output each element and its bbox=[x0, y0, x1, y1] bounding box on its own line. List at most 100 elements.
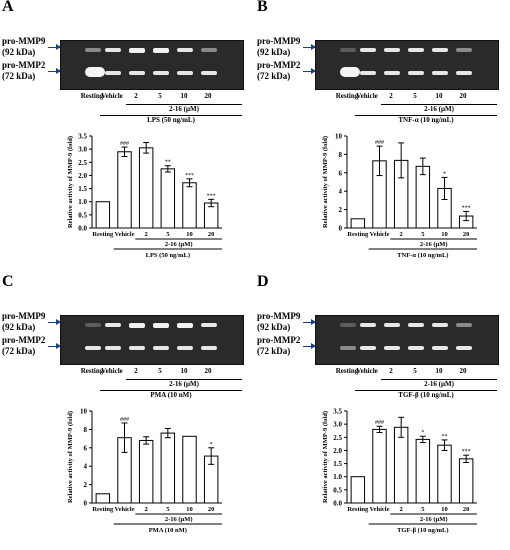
mmp2-band bbox=[85, 67, 105, 77]
stimulus-label: TNF-α (10 ng/mL) bbox=[398, 116, 454, 124]
mmp2-band bbox=[153, 71, 169, 75]
x-tick-label: 2 bbox=[145, 231, 148, 238]
panel-letter: A bbox=[2, 0, 14, 15]
lane-labels: Resting Vehicle 2 5 10 20 bbox=[60, 367, 242, 378]
mmp9-name: pro-MMP9 bbox=[257, 311, 301, 321]
mmp9-band bbox=[360, 48, 376, 52]
bar bbox=[138, 439, 154, 504]
y-tick-label: 1.5 bbox=[78, 185, 87, 193]
y-tick-label: 10 bbox=[335, 133, 343, 141]
panel-letter: B bbox=[257, 0, 268, 15]
mmp9-name: pro-MMP9 bbox=[2, 311, 46, 321]
zymography-gel bbox=[60, 315, 244, 365]
lane-labels: Resting Vehicle 2 5 10 20 bbox=[315, 92, 497, 103]
conc-label: 2-16 (μM) bbox=[424, 380, 454, 388]
mmp9-size: (92 kDa) bbox=[257, 47, 291, 57]
mmp2-band bbox=[384, 346, 400, 350]
y-tick-label: 6 bbox=[339, 169, 343, 177]
y-tick-label: 2.0 bbox=[78, 172, 87, 180]
conc-label: 2-16 (μM) bbox=[169, 380, 199, 388]
y-tick-label: 2.5 bbox=[78, 159, 87, 167]
mmp2-band bbox=[432, 71, 448, 75]
mmp9-label: pro-MMP9 (92 kDa) bbox=[257, 36, 317, 58]
bar bbox=[160, 432, 176, 504]
mmp2-name: pro-MMP2 bbox=[257, 60, 301, 70]
bar bbox=[182, 182, 197, 229]
x-tick-label: 10 bbox=[441, 231, 448, 238]
bar bbox=[182, 435, 197, 504]
x-tick-label: Vehicle bbox=[115, 231, 135, 238]
x-tick-label: 20 bbox=[208, 506, 215, 513]
mmp9-band bbox=[456, 323, 472, 327]
y-tick-label: 6 bbox=[84, 444, 88, 452]
mmp2-band bbox=[456, 346, 472, 350]
mmp9-arrow bbox=[303, 44, 316, 50]
x-tick-label: 20 bbox=[463, 506, 470, 513]
mmp2-arrow bbox=[48, 343, 61, 349]
y-tick-label: 3.5 bbox=[333, 408, 342, 416]
bar bbox=[160, 168, 176, 229]
mmp9-size: (92 kDa) bbox=[257, 322, 291, 332]
mmp9-band bbox=[177, 323, 193, 328]
x-axis-title: PMA (10 nM) bbox=[149, 527, 187, 534]
mmp2-band bbox=[201, 71, 217, 75]
mmp9-band bbox=[408, 323, 424, 327]
y-tick-label: 4 bbox=[84, 463, 88, 471]
panel-letter: C bbox=[2, 273, 14, 290]
stimulus-bracket bbox=[100, 390, 242, 391]
lane-label: Resting bbox=[335, 92, 359, 100]
bar-chart: 0.0 0.5 1.0 1.5 2.0 2.5 3.0 3.5 Relative activit… bbox=[322, 408, 477, 534]
bar bbox=[350, 218, 366, 229]
mmp2-band bbox=[201, 346, 217, 350]
y-tick-label: 3.5 bbox=[78, 133, 87, 141]
lane-label: 10 bbox=[435, 92, 443, 100]
stimulus-label: LPS (50 ng/mL) bbox=[147, 116, 195, 124]
y-tick-label: 3.0 bbox=[78, 146, 87, 154]
mmp2-band bbox=[340, 67, 360, 77]
mmp2-size: (72 kDa) bbox=[2, 71, 36, 81]
mmp9-arrow bbox=[303, 319, 316, 325]
y-axis-title: Relative activity of MMP-9 (fold) bbox=[322, 411, 329, 503]
lane-label: 20 bbox=[459, 92, 467, 100]
significance-mark: * bbox=[421, 430, 424, 436]
x-tick-label: 5 bbox=[421, 506, 425, 513]
mmp2-name: pro-MMP2 bbox=[2, 335, 46, 345]
mmp2-band bbox=[129, 346, 145, 350]
significance-mark: * bbox=[443, 171, 446, 177]
lane-label: 2 bbox=[389, 92, 393, 100]
y-tick-label: 0 bbox=[84, 500, 88, 508]
mmp9-name: pro-MMP9 bbox=[2, 36, 46, 46]
x-tick-label: 10 bbox=[441, 506, 448, 513]
bar-chart: 0 2 4 6 8 10 Relative activity of MMP-9 (fold)… bbox=[67, 408, 222, 534]
y-tick-label: 2.0 bbox=[333, 447, 342, 455]
stimulus-label: TGF-β (10 ng/mL) bbox=[398, 391, 454, 399]
conc-bracket bbox=[126, 379, 242, 380]
y-tick-label: 0.0 bbox=[78, 225, 87, 233]
bar bbox=[138, 147, 154, 229]
conc-label: 2-16 (μM) bbox=[165, 241, 193, 248]
y-tick-label: 0.5 bbox=[78, 211, 87, 219]
lane-labels: Resting Vehicle 2 5 10 20 bbox=[60, 92, 242, 103]
significance-mark: ### bbox=[120, 141, 129, 147]
conc-label: 2-16 (μM) bbox=[169, 105, 199, 113]
mmp9-band bbox=[177, 48, 193, 52]
mmp2-band bbox=[340, 346, 356, 350]
mmp2-name: pro-MMP2 bbox=[2, 60, 46, 70]
x-axis-title: LPS (50 ng/mL) bbox=[146, 252, 190, 259]
x-tick-label: 2 bbox=[400, 506, 403, 513]
mmp9-band bbox=[129, 48, 145, 53]
x-axis-title: TGF-β (10 ng/mL) bbox=[397, 527, 448, 534]
mmp2-label: pro-MMP2 (72 kDa) bbox=[2, 335, 62, 357]
x-tick-label: Resting bbox=[92, 506, 114, 513]
mmp9-band bbox=[384, 323, 400, 327]
mmp9-band bbox=[201, 48, 217, 52]
mmp9-band bbox=[456, 48, 472, 52]
y-tick-label: 0 bbox=[339, 225, 343, 233]
mmp9-band bbox=[432, 323, 448, 327]
lane-label: 5 bbox=[413, 92, 417, 100]
y-tick-label: 2 bbox=[84, 481, 88, 489]
bar bbox=[458, 458, 474, 504]
